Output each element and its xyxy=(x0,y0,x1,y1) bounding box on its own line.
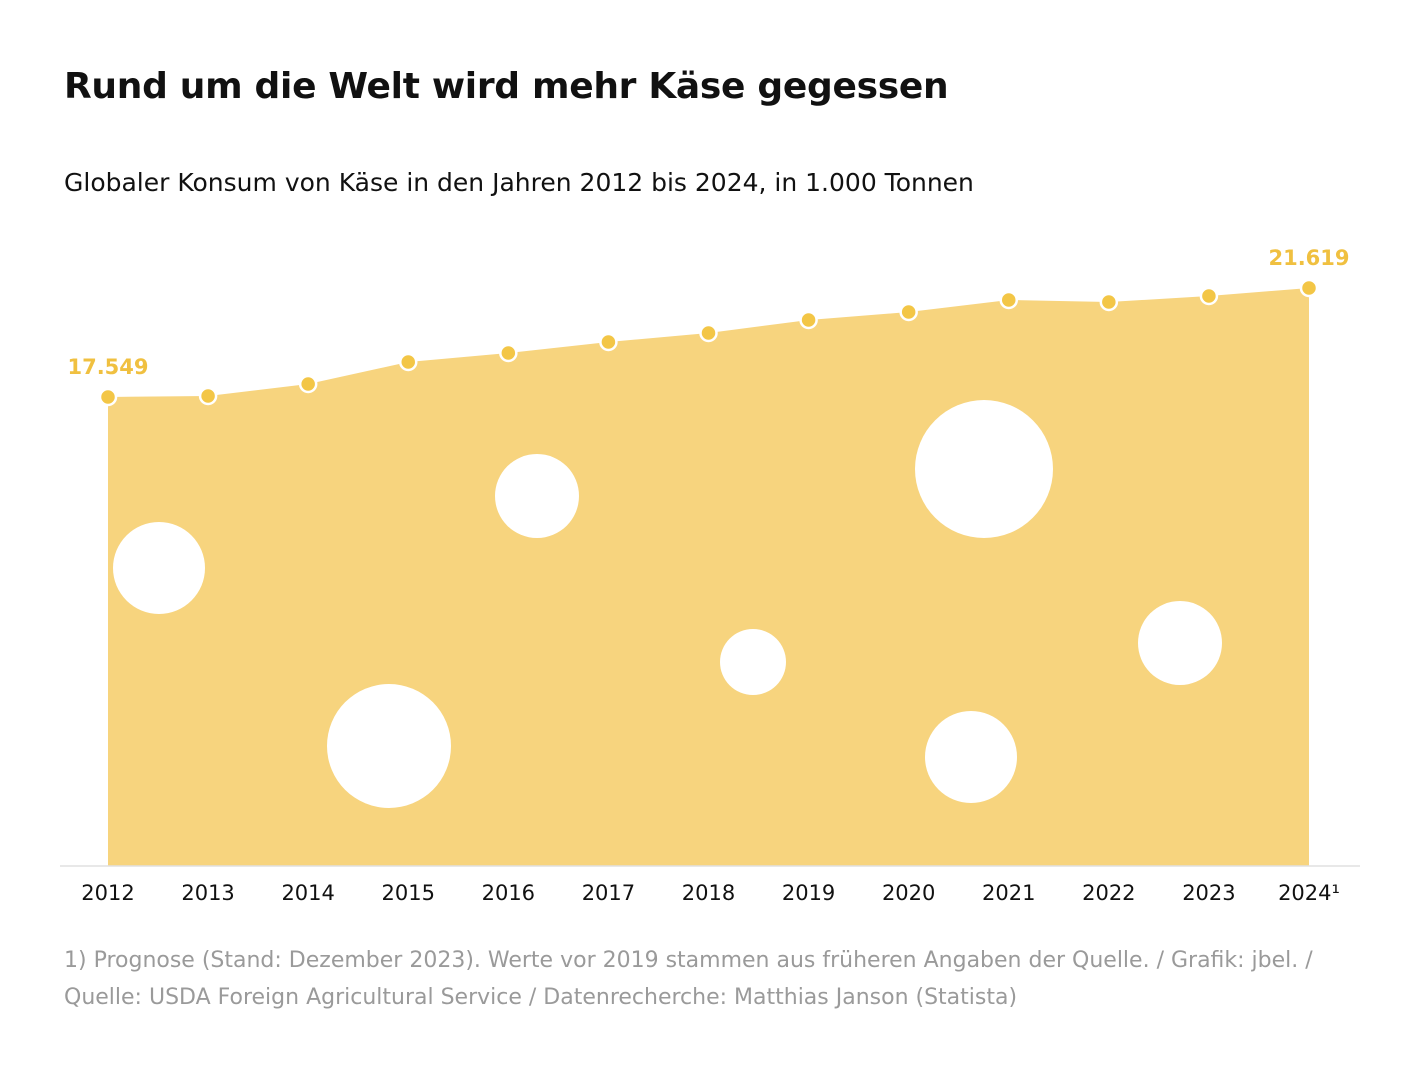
x-tick-label: 2017 xyxy=(582,881,635,905)
x-tick-label: 2013 xyxy=(181,881,234,905)
data-point-2020 xyxy=(899,302,918,322)
footnote-line-2: Quelle: USDA Foreign Agricultural Servic… xyxy=(64,985,1018,1010)
x-tick-label: 2021 xyxy=(982,881,1035,905)
data-point-2012 xyxy=(98,387,118,407)
x-tick-label: 2015 xyxy=(382,881,435,905)
data-point-2016 xyxy=(499,343,518,363)
data-point-2019 xyxy=(799,310,818,330)
x-tick-label: 2019 xyxy=(782,881,835,905)
footnote: 1) Prognose (Stand: Dezember 2023). Wert… xyxy=(64,942,1374,1016)
data-point-2018 xyxy=(699,323,718,343)
x-tick-label: 2018 xyxy=(682,881,735,905)
x-tick-label: 2020 xyxy=(882,881,935,905)
x-tick-label: 2012 xyxy=(81,881,134,905)
x-tick-label: 2023 xyxy=(1182,881,1235,905)
footnote-line-1: 1) Prognose (Stand: Dezember 2023). Wert… xyxy=(64,948,1313,973)
data-point-2015 xyxy=(399,352,418,372)
x-tick-label: 2022 xyxy=(1082,881,1135,905)
cheese-hole xyxy=(915,400,1053,538)
chart-title: Rund um die Welt wird mehr Käse gegessen xyxy=(64,66,949,107)
x-tick-label: 2016 xyxy=(482,881,535,905)
cheese-hole xyxy=(113,522,205,614)
cheese-hole xyxy=(1138,601,1222,685)
data-point-2023 xyxy=(1199,286,1219,306)
data-point-2024 xyxy=(1299,278,1319,298)
cheese-hole xyxy=(925,711,1017,803)
cheese-hole xyxy=(720,629,786,695)
data-label: 17.549 xyxy=(67,355,148,379)
area-series xyxy=(108,288,1309,866)
cheese-hole xyxy=(327,684,451,808)
cheese-hole xyxy=(495,454,579,538)
chart-subtitle: Globaler Konsum von Käse in den Jahren 2… xyxy=(64,168,974,197)
data-point-2022 xyxy=(1099,292,1119,312)
data-point-2021 xyxy=(999,290,1018,310)
data-point-2017 xyxy=(599,332,618,352)
data-label: 21.619 xyxy=(1268,246,1349,270)
x-tick-label: 2024¹ xyxy=(1278,881,1340,905)
data-point-2013 xyxy=(198,386,218,406)
data-point-2014 xyxy=(298,374,318,394)
x-tick-label: 2014 xyxy=(281,881,334,905)
